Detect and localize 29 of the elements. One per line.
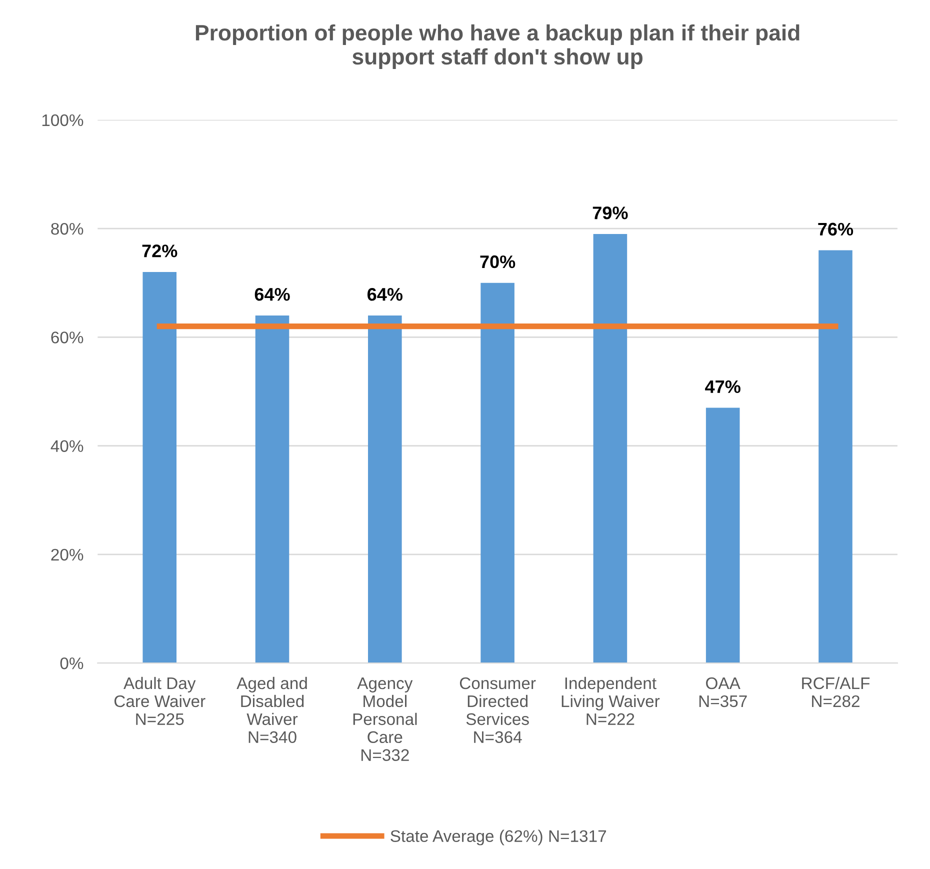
y-tick-label: 100% [42,114,84,126]
bar [142,272,177,664]
y-tick-label: 20% [51,548,84,561]
x-tick-label: Aged and Disabled Waiver N=340 [236,676,307,744]
data-label: 79% [592,206,628,220]
bar [593,234,628,664]
bar [480,282,514,664]
x-tick-label: Agency Model Personal Care N=332 [353,678,417,761]
legend-label: State Average (62%) N=1317 [390,830,606,846]
y-tick-label: 0% [60,657,84,670]
bar [706,408,740,664]
x-tick-label: Consumer Directed Services N=364 [460,677,536,744]
y-tick-label: 40% [50,440,84,452]
x-tick-label: Adult Day Care Waiver N=225 [114,676,206,726]
data-label: 64% [254,288,290,301]
data-label: 76% [818,222,854,236]
bar [818,250,852,664]
data-label: 72% [142,244,178,258]
bar [368,315,402,664]
data-label: 47% [705,380,740,394]
x-tick-label: OAA N=357 [699,677,747,708]
y-tick-label: 60% [51,332,84,344]
data-label: 64% [367,288,402,301]
chart-title: Proportion of people who have a backup plan if their paid support staff don't show up [196,24,800,69]
y-tick-label: 80% [51,222,84,235]
bar [255,315,290,664]
x-tick-label: RCF/ALF N=282 [802,676,870,708]
x-tick-label: Independent Living Waiver N=222 [562,676,660,725]
data-label: 70% [480,255,516,268]
